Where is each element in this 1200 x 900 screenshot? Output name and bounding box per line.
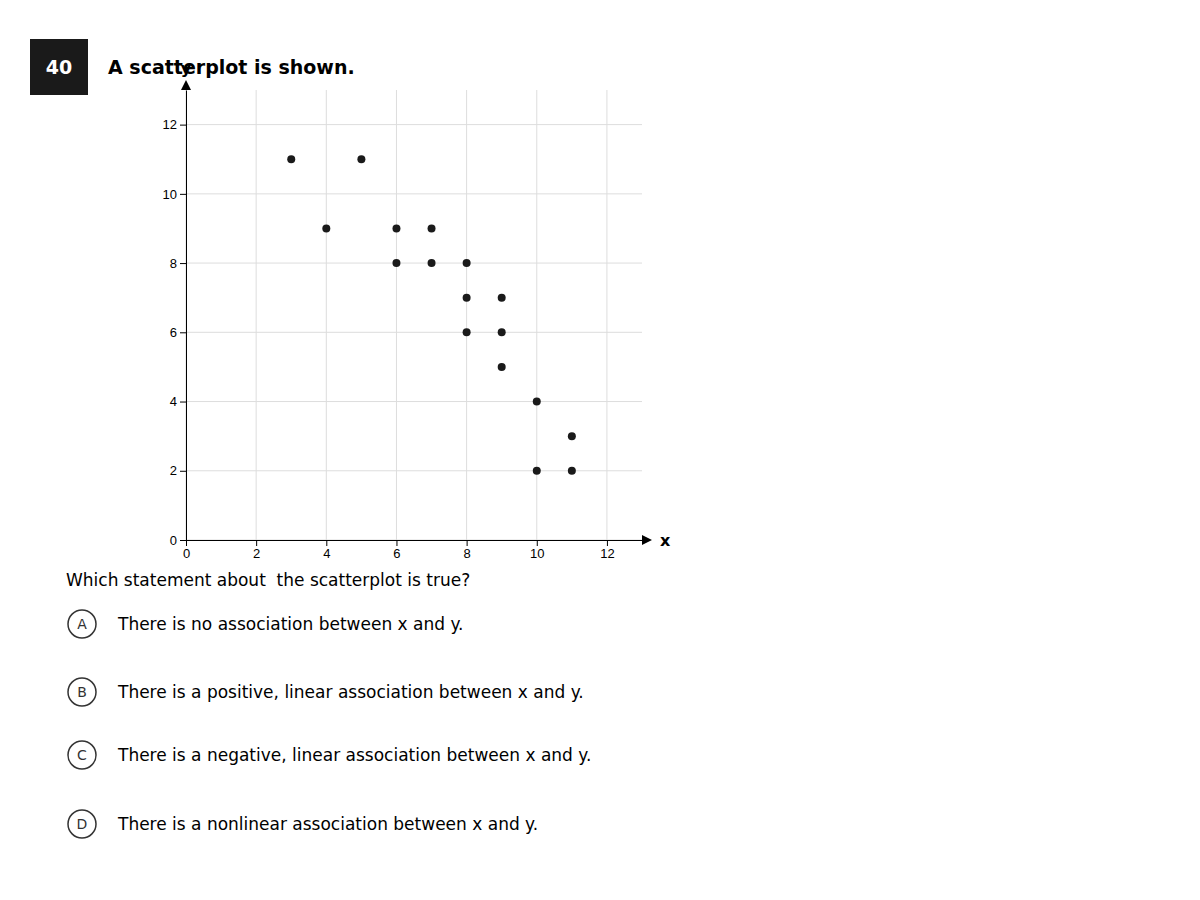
x-tick-mark: [396, 540, 397, 546]
x-tick: 10: [530, 540, 544, 561]
y-tick-label: 2: [170, 463, 177, 478]
x-tick: 4: [323, 540, 330, 561]
grid-line-x: [606, 90, 607, 540]
option-circle: [68, 678, 96, 706]
y-tick: 12: [163, 117, 186, 132]
y-axis: 0 2 4 6 8 10 12: [163, 91, 187, 548]
point: [287, 155, 295, 163]
point: [568, 432, 576, 440]
point: [533, 467, 541, 475]
grid-line-y: [186, 193, 642, 194]
option-circle: [68, 741, 96, 769]
option-text: There is a negative, linear association …: [117, 745, 591, 765]
y-tick-mark: [180, 194, 186, 195]
question: Which statement about the scatterplot is…: [66, 570, 470, 590]
x-axis-line: [187, 540, 643, 541]
y-tick: 2: [170, 463, 186, 478]
y-tick-mark: [180, 125, 186, 126]
grid-line-x: [186, 90, 187, 540]
point: [428, 224, 436, 232]
option-letter: A: [77, 616, 87, 632]
grid: [186, 90, 642, 540]
y-tick-label: 12: [163, 117, 177, 132]
point: [392, 224, 400, 232]
marks: [287, 155, 576, 475]
question-number: 40: [46, 56, 72, 78]
y-axis-line: [186, 91, 187, 541]
point: [428, 259, 436, 267]
x-tick-mark: [537, 540, 538, 546]
x-tick-label: 10: [530, 546, 544, 561]
point: [357, 155, 365, 163]
y-tick-mark: [180, 540, 186, 541]
point: [463, 294, 471, 302]
point: [498, 363, 506, 371]
point: [322, 224, 330, 232]
grid-line-y: [186, 332, 642, 333]
x-tick-label: 2: [253, 546, 260, 561]
grid-line-y: [186, 401, 642, 402]
y-tick: 10: [163, 187, 186, 202]
x-tick: 8: [463, 540, 470, 561]
point: [463, 259, 471, 267]
point: [568, 467, 576, 475]
y-tick-mark: [180, 263, 186, 264]
x-tick: 0: [183, 540, 190, 561]
x-axis-arrow: [642, 535, 652, 545]
option-circle: [68, 610, 96, 638]
x-tick: 6: [393, 540, 400, 561]
y-axis-arrow: [181, 80, 191, 90]
option-text: There is no association between x and y.: [117, 614, 463, 634]
x-tick-label: 0: [183, 546, 190, 561]
point: [463, 328, 471, 336]
x-tick-label: 12: [600, 546, 614, 561]
option-text: There is a positive, linear association …: [117, 682, 584, 702]
grid-line-y: [186, 540, 642, 541]
grid-line-x: [396, 90, 397, 540]
x-tick-mark: [256, 540, 257, 546]
y-tick: 0: [170, 533, 186, 548]
y-tick-label: 10: [163, 187, 177, 202]
y-tick-label: 4: [170, 394, 177, 409]
x-tick-mark: [607, 540, 608, 546]
title: A scatterplot is shown.: [108, 56, 355, 78]
x-tick: 2: [253, 540, 260, 561]
y-tick: 4: [170, 394, 186, 409]
question-number-box: [30, 39, 88, 95]
option-letter: B: [77, 684, 87, 700]
y-tick-mark: [180, 471, 186, 472]
grid-line-x: [256, 90, 257, 540]
y-tick: 8: [170, 256, 186, 271]
option-text: There is a nonlinear association between…: [117, 814, 538, 834]
point: [498, 294, 506, 302]
point: [498, 328, 506, 336]
y-tick-label: 0: [170, 533, 177, 548]
plot: 024681012024681012xy: [163, 59, 671, 561]
x-tick-mark: [326, 540, 327, 546]
x-tick-mark: [186, 540, 187, 546]
y-tick-mark: [180, 332, 186, 333]
x-tick-label: 8: [463, 546, 470, 561]
y-tick-label: 6: [170, 325, 177, 340]
grid-line-y: [186, 124, 642, 125]
option-letter: D: [77, 816, 88, 832]
grid-line-y: [186, 263, 642, 264]
y-tick: 6: [170, 325, 186, 340]
x-tick-label: 6: [393, 546, 400, 561]
x-axis-label: x: [660, 531, 671, 550]
x-tick: 12: [600, 540, 614, 561]
y-tick-mark: [180, 402, 186, 403]
x-tick-label: 4: [323, 546, 330, 561]
point: [392, 259, 400, 267]
grid-line-x: [326, 90, 327, 540]
chart: 024681012024681012xy40A scatterplot is s…: [0, 0, 1200, 900]
option-letter: C: [77, 747, 87, 763]
x-axis: 0 2 4 6 8 10 12: [183, 540, 643, 561]
option-circle: [68, 810, 96, 838]
x-tick-mark: [467, 540, 468, 546]
y-tick-label: 8: [170, 256, 177, 271]
grid-line-x: [466, 90, 467, 540]
point: [533, 398, 541, 406]
